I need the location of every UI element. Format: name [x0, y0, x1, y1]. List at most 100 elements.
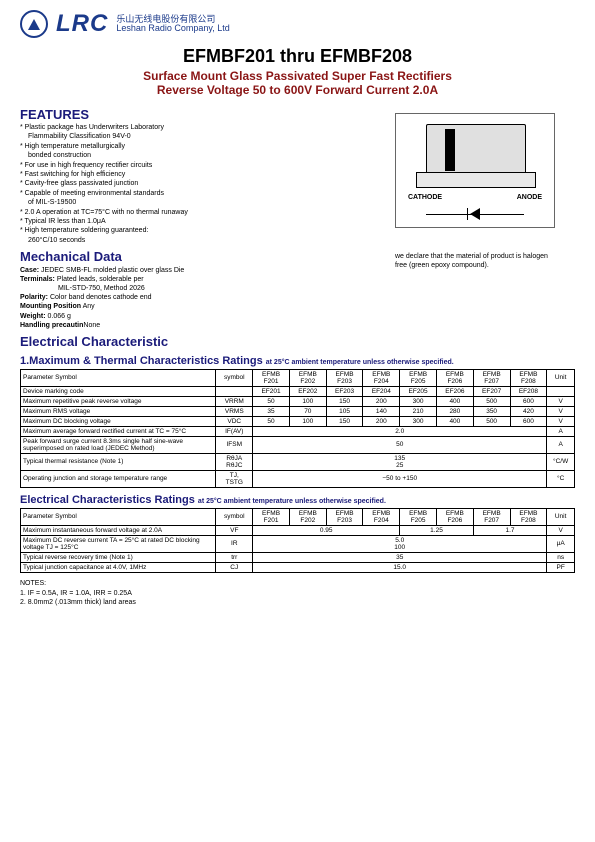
unit-cell: PF [547, 562, 575, 572]
value-cell: EF204 [363, 386, 400, 396]
table-header: EFMBF204 [363, 369, 400, 386]
value-cell: 35 [253, 552, 547, 562]
notes-section: NOTES: 1. IF = 0.5A, IR = 1.0A, IRR = 0.… [20, 579, 575, 608]
unit-cell: μA [547, 535, 575, 552]
param-cell: Maximum average forward rectified curren… [21, 426, 216, 436]
param-cell: Maximum repetitive peak reverse voltage [21, 396, 216, 406]
feature-item: Plastic package has Underwriters Laborat… [20, 124, 383, 132]
feature-item: Flammability Classification 94V-0 [28, 133, 383, 141]
company-name-en: Leshan Radio Company, Ltd [116, 24, 229, 33]
table-row: Operating junction and storage temperatu… [21, 470, 575, 487]
value-cell: 15.0 [253, 562, 547, 572]
table2-title: Electrical Characteristics Ratings at 25… [20, 494, 575, 506]
param-cell: Typical junction capacitance at 4.0V, 1M… [21, 562, 216, 572]
notes-heading: NOTES: [20, 579, 575, 589]
table-header: EFMBF205 [400, 369, 437, 386]
value-cell: 400 [436, 396, 473, 406]
halogen-note-1: we declare that the material of product … [395, 252, 575, 261]
value-cell: −50 to +150 [253, 470, 547, 487]
param-cell: Operating junction and storage temperatu… [21, 470, 216, 487]
param-cell: Maximum DC blocking voltage [21, 416, 216, 426]
table-header: Parameter Symbol [21, 508, 216, 525]
value-cell: 300 [400, 416, 437, 426]
symbol-cell: IFSM [216, 436, 253, 453]
value-cell: 140 [363, 406, 400, 416]
table-row: Typical reverse recovery time (Note 1)tr… [21, 552, 575, 562]
logo-icon [20, 10, 48, 38]
subtitle-2: Reverse Voltage 50 to 600V Forward Curre… [20, 83, 575, 97]
symbol-cell [216, 386, 253, 396]
table-row: Maximum DC reverse current TA = 25°C at … [21, 535, 575, 552]
table-row: Maximum repetitive peak reverse voltageV… [21, 396, 575, 406]
value-cell: 210 [400, 406, 437, 416]
mechanical-heading: Mechanical Data [20, 249, 383, 264]
electrical-heading: Electrical Characteristic [20, 334, 575, 349]
value-cell: 13525 [253, 453, 547, 470]
value-cell: 200 [363, 416, 400, 426]
logo-text: LRC [56, 10, 108, 38]
value-cell: 0.95 [253, 525, 400, 535]
table-header: EFMBF203 [326, 369, 363, 386]
weight-label: Weight: [20, 313, 46, 320]
table-row: Typical junction capacitance at 4.0V, 1M… [21, 562, 575, 572]
value-cell: 280 [436, 406, 473, 416]
value-cell: 420 [510, 406, 547, 416]
value-cell: 50 [253, 396, 290, 406]
package-diagram: CATHODE ANODE [395, 113, 555, 228]
value-cell: 400 [436, 416, 473, 426]
unit-cell: A [547, 426, 575, 436]
max-thermal-table: Parameter SymbolsymbolEFMBF201EFMBF202EF… [20, 369, 575, 488]
handling-label: Handling precautin [20, 322, 83, 329]
value-cell: 100 [289, 396, 326, 406]
unit-cell: V [547, 396, 575, 406]
value-cell: EF203 [326, 386, 363, 396]
table-row: Typical thermal resistance (Note 1)RθJAR… [21, 453, 575, 470]
table-header: EFMBF203 [326, 508, 363, 525]
feature-item: High temperature soldering guaranteed: [20, 227, 383, 235]
table-header: symbol [216, 508, 253, 525]
table1-title: 1.Maximum & Thermal Characteristics Rati… [20, 355, 575, 367]
table-header: EFMBF202 [289, 508, 326, 525]
unit-cell: V [547, 525, 575, 535]
param-cell: Maximum RMS voltage [21, 406, 216, 416]
value-cell: 600 [510, 396, 547, 406]
unit-cell: V [547, 416, 575, 426]
page-title: EFMBF201 thru EFMBF208 [20, 46, 575, 67]
terminals-value-2: MIL-STD-750, Method 2026 [58, 284, 383, 293]
elec-char-table: Parameter SymbolsymbolEFMBF201EFMBF202EF… [20, 508, 575, 573]
unit-cell: °C [547, 470, 575, 487]
table-row: Maximum instantaneous forward voltage at… [21, 525, 575, 535]
value-cell: 50 [253, 436, 547, 453]
value-cell: 105 [326, 406, 363, 416]
case-label: Case: [20, 267, 39, 274]
value-cell: EF201 [253, 386, 290, 396]
unit-cell [547, 386, 575, 396]
table-header: Parameter Symbol [21, 369, 216, 386]
table-header: EFMBF201 [253, 369, 290, 386]
value-cell: 150 [326, 416, 363, 426]
symbol-cell: VRRM [216, 396, 253, 406]
value-cell: 500 [473, 396, 510, 406]
feature-item: Fast switching for high efficiency [20, 171, 383, 179]
param-cell: Device marking code [21, 386, 216, 396]
feature-item: Capable of meeting environmental standar… [20, 190, 383, 198]
table-header: EFMBF208 [510, 369, 547, 386]
company-info: 乐山无线电股份有限公司 Leshan Radio Company, Ltd [116, 15, 229, 33]
symbol-cell: RθJARθJC [216, 453, 253, 470]
table-header: EFMBF201 [253, 508, 290, 525]
table-header: EFMBF206 [436, 508, 473, 525]
feature-item: bonded construction [28, 152, 383, 160]
value-cell: EF202 [289, 386, 326, 396]
feature-item: High temperature metallurgically [20, 143, 383, 151]
value-cell: 150 [326, 396, 363, 406]
table-header: EFMBF204 [363, 508, 400, 525]
mounting-value: Any [83, 303, 95, 310]
value-cell: EF205 [400, 386, 437, 396]
handling-value: None [83, 322, 100, 329]
terminals-label: Terminals: [20, 276, 55, 283]
feature-item: For use in high frequency rectifier circ… [20, 162, 383, 170]
table-header: EFMBF206 [436, 369, 473, 386]
param-cell: Typical reverse recovery time (Note 1) [21, 552, 216, 562]
param-cell: Peak forward surge current 8.3ms single … [21, 436, 216, 453]
table-header: EFMBF205 [400, 508, 437, 525]
